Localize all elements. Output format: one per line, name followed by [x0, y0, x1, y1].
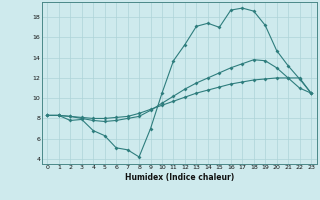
X-axis label: Humidex (Indice chaleur): Humidex (Indice chaleur) [124, 173, 234, 182]
